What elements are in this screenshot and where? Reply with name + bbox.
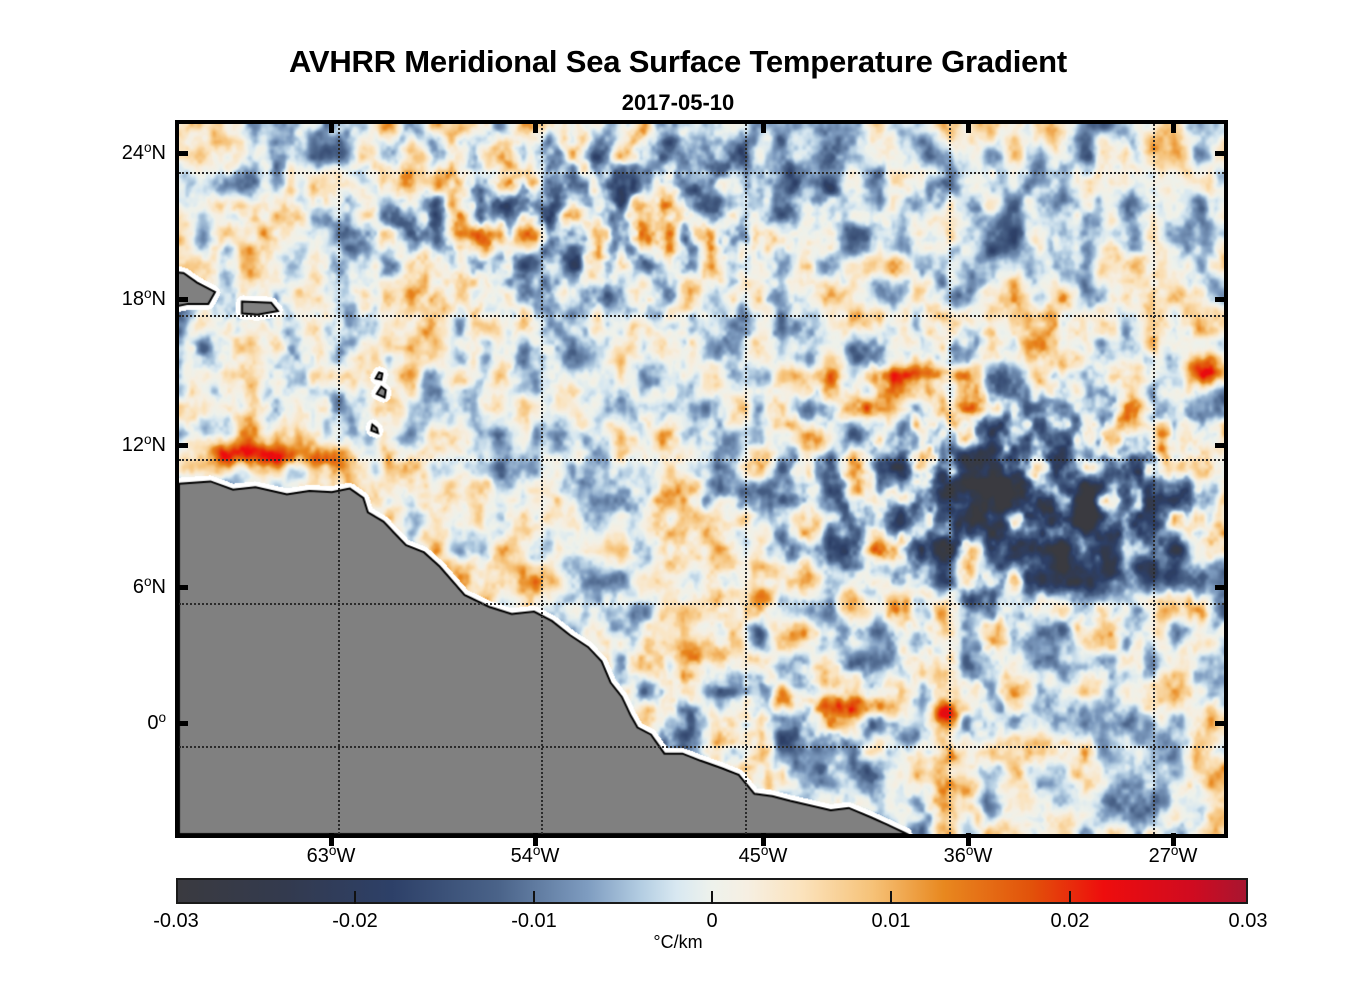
axis-tick-x bbox=[329, 833, 334, 846]
axis-tick-x bbox=[533, 120, 538, 133]
axis-label-latitude: 24oN bbox=[121, 140, 166, 165]
colorbar-tick-mark bbox=[533, 891, 535, 904]
axis-tick-y bbox=[1215, 443, 1228, 448]
colorbar-tick-label: 0.02 bbox=[1050, 910, 1090, 932]
axis-tick-y bbox=[1215, 297, 1228, 302]
axis-label-latitude: 6oN bbox=[132, 574, 166, 599]
axis-tick-y bbox=[175, 443, 188, 448]
colorbar-tick-label: -0.01 bbox=[511, 910, 557, 932]
axis-tick-y bbox=[1215, 721, 1228, 726]
axis-tick-x bbox=[533, 833, 538, 846]
colorbar-tick-label: -0.02 bbox=[332, 910, 378, 932]
sst-gradient-heatmap bbox=[179, 124, 1224, 834]
axis-tick-x bbox=[761, 120, 766, 133]
axis-label-longitude: 45oW bbox=[738, 843, 788, 868]
axis-tick-y bbox=[1215, 585, 1228, 590]
axis-tick-x bbox=[1171, 120, 1176, 133]
axis-label-longitude: 63oW bbox=[306, 843, 356, 868]
map-plot-area bbox=[175, 120, 1228, 838]
colorbar-tick-label: 0.01 bbox=[871, 910, 911, 932]
axis-tick-x bbox=[329, 120, 334, 133]
colorbar-tick-mark bbox=[711, 891, 713, 904]
axis-label-latitude: 12oN bbox=[121, 432, 166, 457]
axis-label-latitude: 0o bbox=[147, 710, 166, 735]
axis-tick-y bbox=[175, 297, 188, 302]
axis-tick-x bbox=[761, 833, 766, 846]
colorbar-tick-mark bbox=[1069, 891, 1071, 904]
colorbar-tick-mark bbox=[354, 891, 356, 904]
colorbar-unit-label: °C/km bbox=[653, 932, 703, 952]
axis-tick-y bbox=[1215, 151, 1228, 156]
colorbar-tick-mark bbox=[890, 891, 892, 904]
colorbar-tick-label: 0 bbox=[706, 910, 718, 932]
axis-tick-y bbox=[175, 721, 188, 726]
axis-label-longitude: 36oW bbox=[943, 843, 993, 868]
axis-tick-y bbox=[175, 151, 188, 156]
colorbar-tick-label: -0.03 bbox=[153, 910, 199, 932]
figure-date-subtitle: 2017-05-10 bbox=[621, 90, 735, 115]
page-title: AVHRR Meridional Sea Surface Temperature… bbox=[288, 44, 1068, 79]
axis-label-latitude: 18oN bbox=[121, 286, 166, 311]
axis-label-longitude: 27oW bbox=[1148, 843, 1198, 868]
axis-tick-x bbox=[966, 120, 971, 133]
axis-tick-y bbox=[175, 585, 188, 590]
axis-label-longitude: 54oW bbox=[510, 843, 560, 868]
axis-tick-x bbox=[966, 833, 971, 846]
axis-tick-x bbox=[1171, 833, 1176, 846]
colorbar-tick-label: 0.03 bbox=[1228, 910, 1268, 932]
